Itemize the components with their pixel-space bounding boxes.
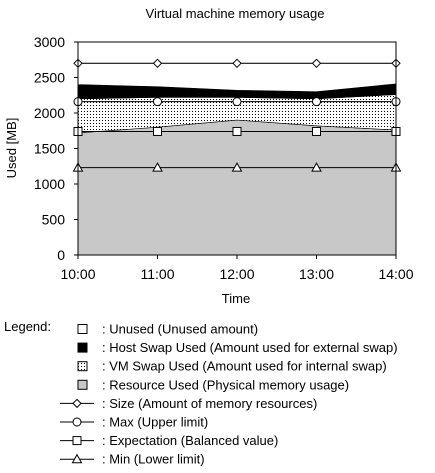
stacked-area-group bbox=[77, 62, 397, 256]
x-axis-label: Time bbox=[222, 291, 250, 306]
x-tick-label: 14:00 bbox=[378, 266, 413, 282]
area-resource-used bbox=[77, 119, 397, 256]
x-tick-label: 10:00 bbox=[60, 266, 95, 282]
x-tick-label: 11:00 bbox=[141, 266, 175, 282]
axes-group: 0 500 1000 1500 2000 2500 3000 10:00 11:00 12:00 1… bbox=[34, 34, 414, 282]
size-point bbox=[311, 58, 322, 69]
legend-marker bbox=[71, 453, 83, 464]
y-tick-label: 1000 bbox=[34, 176, 65, 192]
y-tick-label: 500 bbox=[42, 212, 66, 228]
legend-entry-text: : Min (Lower limit) bbox=[102, 452, 205, 467]
max-point bbox=[153, 97, 162, 107]
size-point bbox=[152, 58, 163, 69]
legend-marker bbox=[72, 398, 82, 409]
y-axis-label: Used [MB] bbox=[4, 118, 19, 179]
legend-marker bbox=[72, 436, 82, 446]
expectation-point bbox=[312, 126, 321, 136]
legend-entry-text: : Resource Used (Physical memory usage) bbox=[102, 377, 349, 392]
legend-heading: Legend: bbox=[4, 319, 51, 334]
legend: Legend: : Unused (Unused amount) : Host S… bbox=[4, 319, 398, 467]
expectation-point bbox=[153, 126, 162, 136]
x-tick-label: 12:00 bbox=[219, 266, 254, 282]
max-point bbox=[232, 97, 242, 107]
max-point bbox=[312, 97, 321, 107]
legend-marker bbox=[72, 417, 82, 427]
chart-title: Virtual machine memory usage bbox=[146, 6, 325, 21]
legend-swatch bbox=[77, 324, 88, 334]
legend-entry-text: : Host Swap Used (Amount used for extern… bbox=[102, 340, 398, 355]
legend-entry-text: : VM Swap Used (Amount used for internal… bbox=[102, 359, 387, 374]
y-tick-label: 0 bbox=[57, 247, 65, 263]
expectation-point bbox=[232, 126, 242, 136]
size-point bbox=[232, 58, 242, 69]
legend-swatch bbox=[77, 361, 88, 372]
y-tick-label: 2000 bbox=[34, 105, 65, 121]
legend-entry-text: : Size (Amount of memory resources) bbox=[102, 396, 317, 411]
line-series-group bbox=[72, 58, 402, 172]
y-tick-label: 3000 bbox=[34, 34, 65, 50]
legend-entry-text: : Unused (Unused amount) bbox=[102, 322, 258, 337]
y-tick-label: 1500 bbox=[34, 141, 65, 157]
legend-entry-text: : Max (Upper limit) bbox=[102, 415, 208, 430]
x-tick-label: 13:00 bbox=[299, 266, 334, 282]
min-point bbox=[311, 162, 322, 172]
legend-swatch bbox=[77, 379, 88, 390]
min-point bbox=[152, 162, 163, 172]
y-tick-label: 2500 bbox=[34, 70, 65, 86]
legend-entry-text: : Expectation (Balanced value) bbox=[102, 433, 278, 448]
legend-swatch bbox=[77, 342, 88, 353]
min-point bbox=[231, 162, 243, 172]
